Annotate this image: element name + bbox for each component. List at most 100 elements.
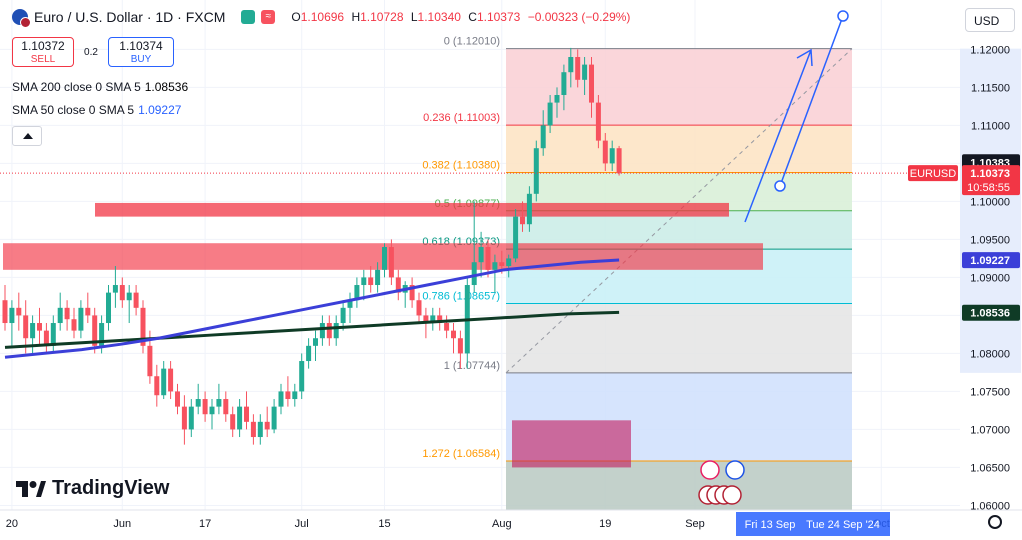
candle-body <box>430 315 436 324</box>
candle <box>388 239 394 286</box>
currency-select[interactable]: USD <box>965 8 1015 32</box>
candle-body <box>230 414 236 430</box>
candle <box>602 133 608 172</box>
candle <box>547 95 553 134</box>
candle-body <box>368 277 374 286</box>
fib-level-label: 0 (1.12010) <box>444 36 500 48</box>
candle <box>50 315 56 354</box>
candle <box>78 300 84 339</box>
price-tick-label: 1.11500 <box>971 82 1010 94</box>
candle-body <box>554 95 560 103</box>
price-tick-label: 1.07000 <box>970 424 1010 436</box>
candle <box>57 292 63 331</box>
high-value: 1.10728 <box>360 10 404 24</box>
candle <box>106 285 111 331</box>
tradingview-logo-icon <box>16 480 46 497</box>
collapse-legend-button[interactable] <box>12 126 42 146</box>
resistance-zone <box>95 202 729 217</box>
candle-body <box>388 247 394 278</box>
candle-body <box>285 391 291 400</box>
candle <box>589 57 594 118</box>
candle <box>216 383 222 415</box>
time-tick-label: 15 <box>378 518 390 530</box>
candle <box>554 87 560 118</box>
candle <box>112 266 118 308</box>
candle <box>230 406 236 438</box>
candle-body <box>513 216 519 259</box>
candle-body <box>602 140 608 164</box>
sell-button[interactable]: 1.10372 SELL <box>12 37 74 67</box>
candle <box>237 399 243 438</box>
candle <box>30 315 36 354</box>
candle-body <box>9 307 15 324</box>
candle-body <box>140 307 146 346</box>
candle-body <box>16 307 22 316</box>
candle-body <box>181 406 187 430</box>
candle <box>333 315 339 346</box>
candle-body <box>319 323 325 339</box>
candle <box>464 277 470 369</box>
candle-body <box>37 323 42 331</box>
time-tick-label: Aug <box>492 518 512 530</box>
sma200-line <box>4 310 620 349</box>
candle <box>195 383 201 415</box>
candle-body <box>437 315 443 324</box>
candle <box>285 376 291 407</box>
candle-body <box>2 300 8 324</box>
candle-body <box>547 102 553 126</box>
candle <box>368 266 374 293</box>
candle-body <box>250 421 256 438</box>
candle-body <box>471 262 477 286</box>
trade-panel: 1.10372 SELL 0.2 1.10374 BUY <box>12 37 174 67</box>
candle-body <box>30 323 36 339</box>
buy-button[interactable]: 1.10374 BUY <box>108 37 174 67</box>
visibility-icon[interactable] <box>241 10 256 24</box>
candle <box>64 300 70 331</box>
symbol-header: Euro / U.S. Dollar · 1D · FXCM ≈ O1.1069… <box>12 9 634 28</box>
candle <box>250 414 256 445</box>
candle-body <box>278 391 284 407</box>
fib-trend-line <box>505 48 853 374</box>
candle-body <box>478 247 484 263</box>
event-icon <box>725 460 745 480</box>
candle <box>264 406 270 438</box>
candle <box>340 300 346 331</box>
candle <box>168 361 174 400</box>
candle <box>126 285 132 324</box>
candle-body <box>112 285 118 293</box>
candle <box>457 330 463 369</box>
candle-body <box>237 406 243 430</box>
candle <box>478 231 484 278</box>
candle-body <box>306 345 312 362</box>
anchor-point <box>774 180 786 192</box>
market-status-icon[interactable]: ≈ <box>261 10 276 24</box>
symbol-title[interactable]: Euro / U.S. Dollar · 1D · FXCM <box>34 9 226 25</box>
candle-body <box>423 315 429 324</box>
price-tick-label: 1.12000 <box>970 44 1010 56</box>
price-range-highlight <box>960 48 1021 373</box>
projection-arrow <box>744 49 812 223</box>
fib-band <box>506 48 852 126</box>
candle <box>292 383 298 407</box>
candle-body <box>395 277 401 293</box>
candle-body <box>50 323 56 346</box>
candle-body <box>175 391 180 407</box>
candle <box>526 186 532 232</box>
candle-body <box>195 399 201 407</box>
candle <box>202 391 208 422</box>
candle <box>140 300 146 354</box>
candle <box>540 110 546 156</box>
fib-level-label: 0.236 (1.11003) <box>423 112 500 124</box>
sma50-legend[interactable]: SMA 50 close 0 SMA 5 1.09227 <box>12 103 182 117</box>
projection-arrowhead <box>796 48 813 67</box>
candle-body <box>106 292 111 324</box>
candle <box>154 364 160 407</box>
price-tick-label: 1.08000 <box>970 348 1010 360</box>
sma200-legend[interactable]: SMA 200 close 0 SMA 5 1.08536 <box>12 80 189 94</box>
candle <box>616 145 622 176</box>
candle-body <box>526 193 532 225</box>
settings-gear-icon[interactable] <box>988 515 1002 529</box>
candle-body <box>340 307 346 324</box>
candle <box>175 383 180 415</box>
